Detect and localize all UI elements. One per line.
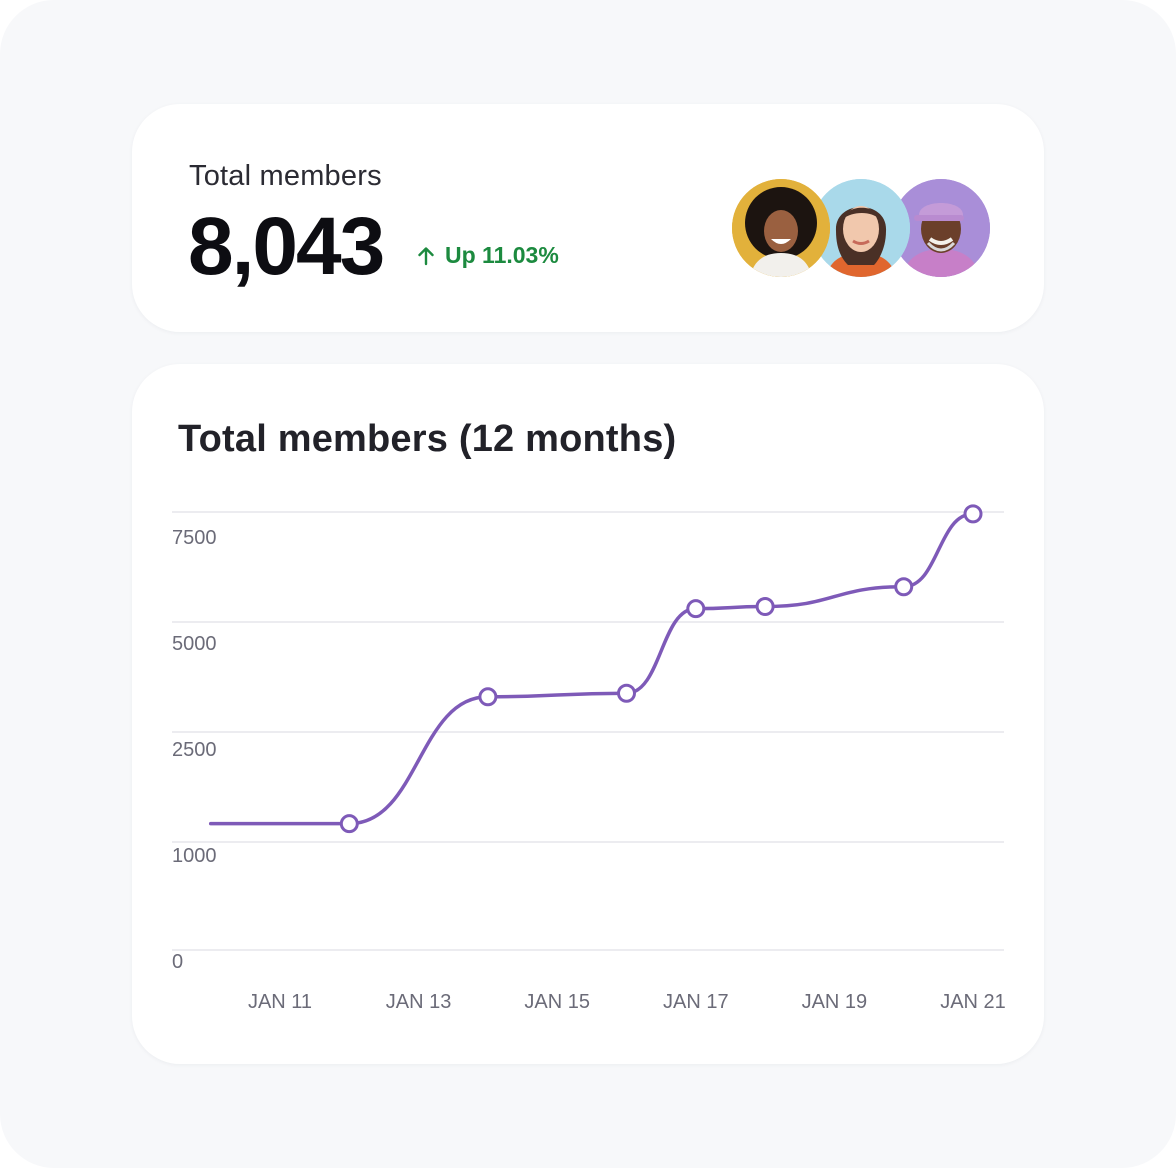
summary-card: Total members 8,043 Up 11.03% [132,104,1044,332]
x-tick-label: JAN 19 [802,991,868,1013]
trend-text: Up 11.03% [445,242,559,268]
data-point-marker [617,683,636,703]
x-tick-label: JAN 15 [524,991,590,1013]
members-line-chart: 0 1000 2500 5000 7500 JAN 11 JAN 13 JAN 15 JAN 1… [172,504,1006,1013]
trend-indicator: Up 11.03% [417,242,559,269]
x-tick-label: JAN 17 [663,991,729,1013]
avatar-1 [732,179,830,277]
arrow-up-icon [417,246,435,266]
avatar-3 [892,179,990,277]
x-tick-label: JAN 21 [940,991,1006,1013]
chart-title: Total members (12 months) [178,418,677,460]
data-point-marker [755,597,775,617]
y-tick-label: 0 [172,951,183,973]
x-tick-label: JAN 11 [248,991,312,1013]
data-point-marker [894,577,914,597]
y-tick-label: 7500 [172,527,217,549]
y-tick-label: 2500 [172,739,217,761]
y-tick-label: 5000 [172,633,217,655]
x-tick-label: JAN 13 [386,991,452,1013]
y-tick-label: 1000 [172,845,217,867]
chart-card: Total members (12 months) 0 1000 2500 5000 7… [132,364,1044,1064]
series-line [208,512,975,826]
data-point-marker [339,814,359,834]
avatar-group [732,179,992,277]
data-point-marker [963,504,983,524]
data-point-marker [478,687,498,707]
data-point-marker [686,599,706,619]
total-members-label: Total members [189,160,382,192]
total-members-count: 8,043 [188,201,385,292]
